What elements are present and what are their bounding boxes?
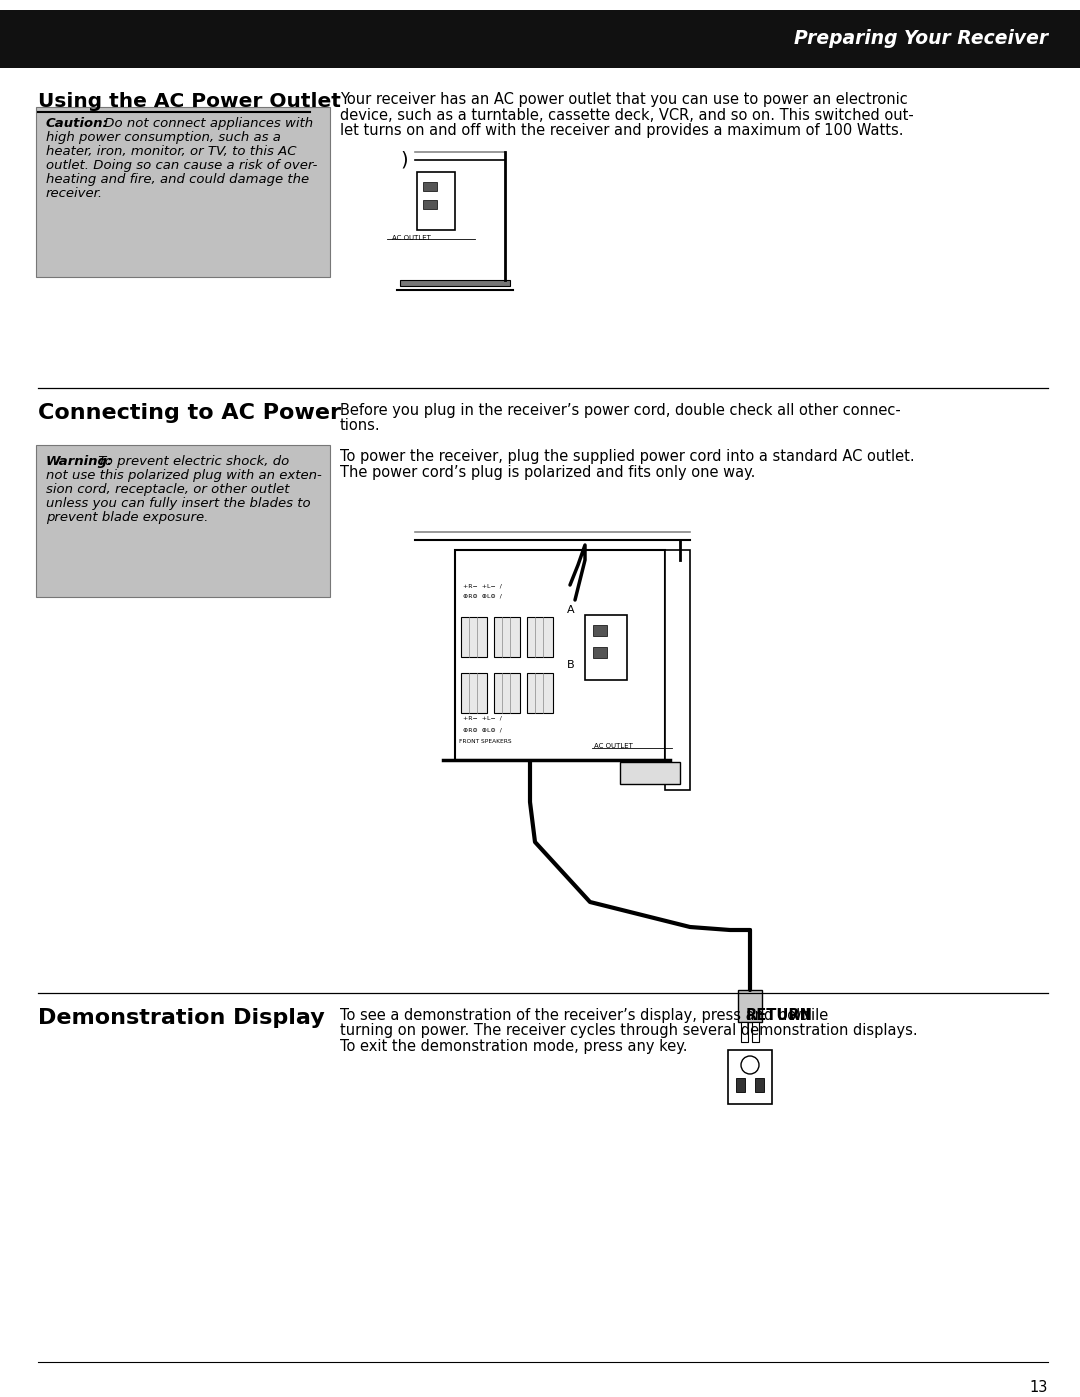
Bar (36, 446, 330, 597)
Bar (735, 1078, 745, 1092)
Text: +R−  +L−  /: +R− +L− / (463, 715, 502, 719)
Bar (36, 108, 330, 277)
Text: FRONT SPEAKERS: FRONT SPEAKERS (459, 739, 512, 745)
Bar (494, 673, 519, 712)
Text: outlet. Doing so can cause a risk of over-: outlet. Doing so can cause a risk of ove… (46, 159, 318, 172)
Circle shape (741, 1056, 759, 1074)
Text: To prevent electric shock, do: To prevent electric shock, do (94, 455, 289, 468)
Text: Caution:: Caution: (46, 117, 109, 130)
Text: Your receiver has an AC power outlet that you can use to power an electronic: Your receiver has an AC power outlet tha… (340, 92, 908, 108)
Text: RETURN: RETURN (746, 1009, 813, 1023)
Text: device, such as a turntable, cassette deck, VCR, and so on. This switched out-: device, such as a turntable, cassette de… (340, 108, 914, 123)
Bar (455, 550, 665, 760)
Text: Before you plug in the receiver’s power cord, double check all other connec-: Before you plug in the receiver’s power … (340, 402, 901, 418)
Text: 13: 13 (1029, 1380, 1048, 1396)
Bar (738, 990, 762, 1023)
Bar (741, 1023, 748, 1042)
Bar (585, 615, 627, 680)
Text: let turns on and off with the receiver and provides a maximum of 100 Watts.: let turns on and off with the receiver a… (340, 123, 904, 138)
Bar (527, 673, 553, 712)
Text: To power the receiver, plug the supplied power cord into a standard AC outlet.: To power the receiver, plug the supplied… (340, 450, 915, 464)
Bar (527, 617, 553, 657)
Text: not use this polarized plug with an exten-: not use this polarized plug with an exte… (46, 469, 322, 482)
Text: A: A (567, 605, 575, 615)
Text: ⊕R⊖  ⊕L⊖  /: ⊕R⊖ ⊕L⊖ / (463, 726, 502, 732)
Bar (423, 182, 437, 191)
Text: +R−  +L−  /: +R− +L− / (463, 583, 502, 588)
Text: heating and fire, and could damage the: heating and fire, and could damage the (46, 173, 309, 186)
Text: sion cord, receptacle, or other outlet: sion cord, receptacle, or other outlet (46, 483, 289, 496)
Bar (417, 172, 455, 231)
Text: AC OUTLET: AC OUTLET (392, 235, 431, 242)
Bar (0, 10, 1080, 68)
Bar (593, 624, 607, 636)
Text: receiver.: receiver. (46, 187, 103, 200)
Text: ): ) (400, 149, 407, 169)
Text: Using the AC Power Outlet: Using the AC Power Outlet (38, 92, 341, 110)
Bar (728, 1051, 772, 1104)
Text: high power consumption, such as a: high power consumption, such as a (46, 131, 281, 144)
Text: Warning:: Warning: (46, 455, 113, 468)
Text: To see a demonstration of the receiver’s display, press and hold: To see a demonstration of the receiver’s… (340, 1009, 814, 1023)
Text: while: while (785, 1009, 828, 1023)
Text: tions.: tions. (340, 419, 380, 433)
Bar (494, 617, 519, 657)
Text: Do not connect appliances with: Do not connect appliances with (100, 117, 313, 130)
Text: B: B (567, 659, 575, 671)
Text: Connecting to AC Power: Connecting to AC Power (38, 402, 341, 423)
Text: heater, iron, monitor, or TV, to this AC: heater, iron, monitor, or TV, to this AC (46, 145, 297, 158)
Text: To exit the demonstration mode, press any key.: To exit the demonstration mode, press an… (340, 1039, 688, 1053)
Bar (620, 761, 680, 784)
Text: prevent blade exposure.: prevent blade exposure. (46, 511, 208, 524)
Text: AC OUTLET: AC OUTLET (594, 743, 633, 749)
Text: ⊕R⊖  ⊕L⊖  /: ⊕R⊖ ⊕L⊖ / (463, 592, 502, 598)
Bar (755, 1078, 764, 1092)
Text: Preparing Your Receiver: Preparing Your Receiver (794, 29, 1048, 49)
Bar (461, 673, 487, 712)
Bar (665, 550, 690, 789)
Bar (461, 617, 487, 657)
Text: The power cord’s plug is polarized and fits only one way.: The power cord’s plug is polarized and f… (340, 465, 755, 481)
Text: turning on power. The receiver cycles through several demonstration displays.: turning on power. The receiver cycles th… (340, 1024, 918, 1038)
Text: Demonstration Display: Demonstration Display (38, 1009, 325, 1028)
Bar (752, 1023, 759, 1042)
Bar (593, 647, 607, 658)
Bar (400, 279, 510, 286)
Bar (423, 200, 437, 210)
Text: unless you can fully insert the blades to: unless you can fully insert the blades t… (46, 497, 311, 510)
